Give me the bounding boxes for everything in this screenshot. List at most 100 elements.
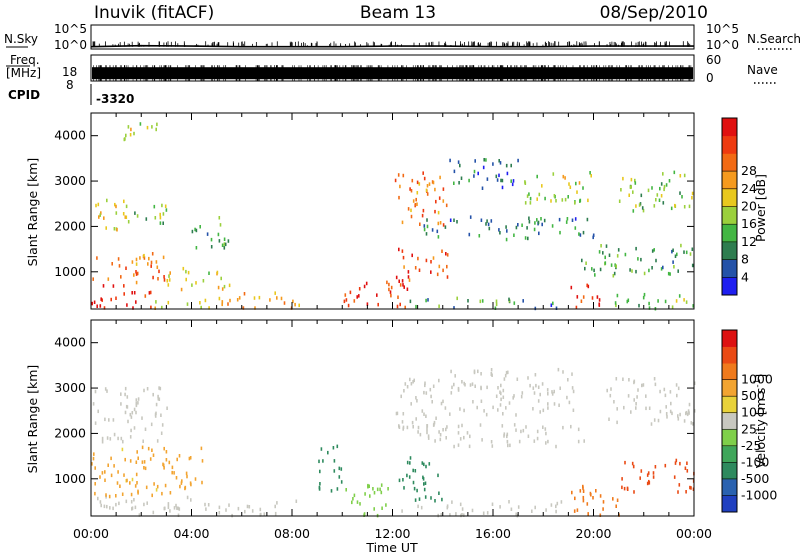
echo-cell [574,496,576,501]
echo-cell [428,182,431,186]
echo-cell [133,291,136,295]
echo-cell [445,203,448,208]
echo-cell [165,208,168,212]
echo-cell [591,296,594,300]
echo-cell [449,218,452,222]
echo-cell [167,502,170,506]
echo-cell [144,427,147,431]
echo-cell [591,267,593,271]
echo-cell [426,218,428,222]
nsearch-tick-top: 10^5 [706,22,739,36]
power-colorbar-swatch [722,171,737,190]
echo-cell [344,293,347,297]
echo-cell [522,299,524,303]
nsky-trace [90,41,694,48]
echo-cell [473,174,475,178]
echo-cell [558,217,561,222]
echo-cell [276,501,278,505]
echo-cell [505,237,508,242]
echo-cell [664,393,667,398]
echo-cell [691,196,693,200]
echo-cell [616,420,618,425]
echo-cell [130,127,132,132]
echo-cell [359,502,361,506]
echo-cell [553,389,555,394]
echo-cell [199,225,201,229]
echo-cell [527,376,529,380]
echo-cell [167,300,170,305]
echo-cell [663,184,666,189]
echo-cell [154,216,157,220]
echo-cell [97,409,99,414]
freq-tick-top: 18 [62,65,77,79]
echo-cell [616,407,618,411]
echo-cell [648,479,650,484]
echo-cell [506,171,509,176]
echo-cell [648,306,651,310]
echo-cell [437,221,440,226]
echo-cell [106,198,108,203]
echo-cell [426,427,428,431]
power-panel-frame [90,112,695,310]
echo-cell [396,411,399,416]
echo-cell [117,436,119,441]
echo-cell [147,446,150,451]
echo-cell [491,502,494,506]
echo-cell [417,256,419,261]
echo-cell [529,383,531,388]
echo-cell [568,182,570,186]
echo-cell [253,296,256,300]
echo-cell [95,203,97,208]
echo-cell [151,448,153,452]
echo-cell [640,193,643,198]
echo-cell [517,158,519,163]
power-y-tick-label: 3000 [54,173,86,188]
echo-cell [427,436,430,440]
echo-cell [149,457,152,461]
echo-cell [129,412,132,417]
echo-cell [397,173,400,177]
echo-cell [683,419,686,423]
echo-cell [406,425,409,430]
echo-cell [367,485,369,489]
echo-cell [621,477,623,481]
echo-cell [672,260,674,264]
echo-cell [480,386,482,391]
echo-cell [581,258,583,263]
echo-cell [562,425,564,430]
echo-cell [99,213,101,217]
echo-cell [221,243,224,247]
echo-cell [631,269,633,273]
nsky-panel-frame [90,24,695,50]
echo-cell [162,221,164,225]
echo-cell [434,187,436,192]
echo-cell [587,284,590,289]
echo-cell [116,481,119,485]
echo-cell [527,236,529,241]
velocity-colorbar-tick-label: -1000 [741,487,777,502]
echo-cell [590,174,592,178]
echo-cell [522,428,525,433]
echo-cell [499,403,502,407]
echo-cell [127,125,130,129]
echo-cell [566,217,569,221]
echo-cell [534,306,537,311]
echo-cell [421,409,424,413]
echo-cell [688,402,691,407]
echo-cell [664,299,667,304]
echo-cell [169,271,171,275]
echo-cell [586,217,589,222]
velocity-colorbar-tick-label: 500 [741,388,765,403]
echo-cell [401,279,404,283]
echo-cell [390,285,393,290]
echo-cell [595,489,597,493]
echo-cell [516,377,519,381]
echo-cell [120,436,123,441]
echo-cell [115,296,117,300]
echo-cell [630,185,632,189]
echo-cell [419,432,422,437]
echo-cell [512,179,515,183]
echo-cell [506,434,508,439]
echo-cell [107,463,109,467]
